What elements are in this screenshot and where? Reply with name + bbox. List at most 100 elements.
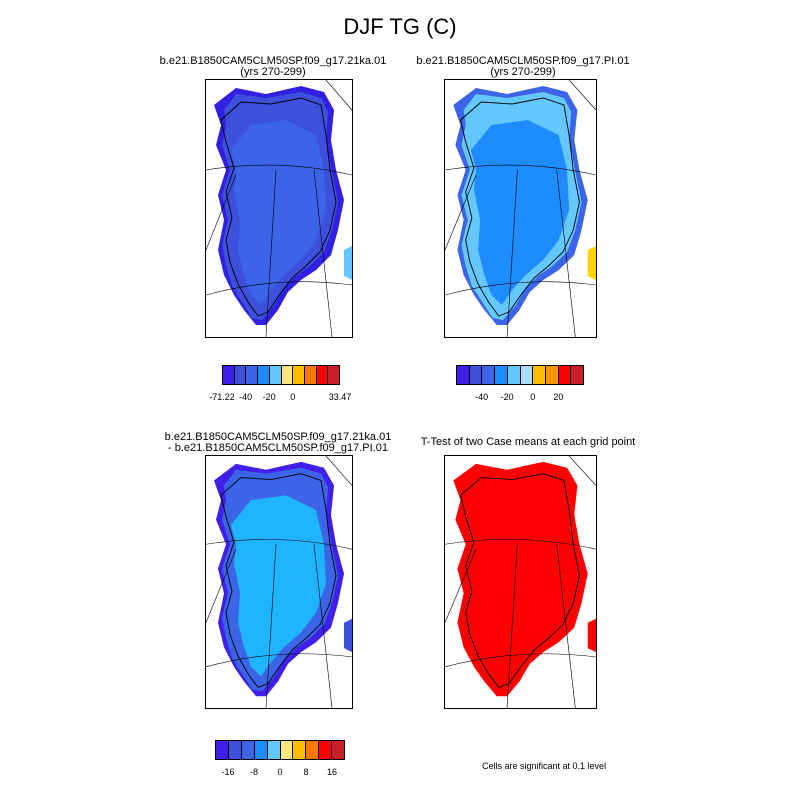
colorbar-swatch (281, 366, 294, 384)
latitude-line (206, 539, 352, 550)
colorbar-swatch (267, 741, 281, 759)
colorbar-tick-label: -71.22 (209, 392, 235, 402)
panel-4-title: T-Test of two Case means at each grid po… (420, 436, 636, 448)
colorbar-swatch (228, 741, 242, 759)
colorbar-swatch (258, 366, 270, 384)
colorbar-swatch (293, 366, 305, 384)
colorbar-tick-label: -8 (249, 767, 259, 777)
colorbar-swatch (469, 366, 483, 384)
summit-cells (491, 529, 557, 643)
longitude-line (445, 549, 477, 623)
latitude-line (445, 164, 596, 176)
colorbar-tick-label: 20 (553, 392, 564, 402)
greenland-map (206, 80, 352, 337)
colorbar-swatch (304, 366, 317, 384)
greenland-map (206, 456, 352, 708)
colorbar-swatch (319, 741, 333, 759)
coastline (459, 473, 580, 688)
longitude-line (568, 456, 596, 486)
colorbar-swatch (520, 366, 534, 384)
colorbar-tick-label: -40 (239, 392, 253, 402)
panel-2-colorbar-labels: -40 -20 0 20 (456, 392, 584, 404)
panel-2-title-line1: b.e21.B1850CAM5CLM50SP.f09_g17.PI.01 (416, 55, 630, 67)
colorbar-tick-label: 0 (277, 767, 283, 777)
colorbar-swatch (316, 366, 329, 384)
colorbar-swatch (246, 366, 259, 384)
summit-cells (251, 529, 314, 643)
latitude-line (445, 281, 596, 296)
colorbar-swatch (507, 366, 521, 384)
latitude-line (206, 281, 352, 296)
longitude-line (265, 169, 277, 337)
colorbar-swatch (533, 366, 546, 384)
colorbar-swatch (254, 741, 268, 759)
panel-2-colorbar (456, 365, 584, 385)
coastline (220, 97, 337, 317)
panel-2-map (444, 79, 597, 338)
latitude-line (445, 539, 596, 550)
greenland-map (445, 80, 596, 337)
longitude-line (313, 544, 333, 708)
coastline (459, 97, 580, 317)
longitude-line (556, 169, 576, 337)
east-island-cells (344, 246, 352, 280)
colorbar-swatch (234, 366, 247, 384)
colorbar-swatch (269, 366, 282, 384)
colorbar-swatch (495, 366, 508, 384)
summit-cells (491, 155, 557, 270)
colorbar-swatch (216, 741, 229, 759)
panel-2-title-line2: (yrs 270-299) (490, 66, 556, 78)
colorbar-swatch (545, 366, 559, 384)
colorbar-swatch (280, 741, 294, 759)
panel-3-title-line2: - b.e21.B1850CAM5CLM50SP.f09_g17.PI.01 (168, 442, 388, 454)
coastline (220, 473, 337, 688)
longitude-line (265, 544, 277, 708)
colorbar-tick-label: -16 (221, 767, 235, 777)
colorbar-swatch (293, 741, 307, 759)
longitude-line (206, 174, 237, 251)
land-group (445, 80, 596, 337)
longitude-line (556, 544, 576, 708)
colorbar-swatch (241, 741, 255, 759)
longitude-line (506, 169, 518, 337)
colorbar-tick-label: 33.47 (328, 392, 352, 402)
colorbar-swatch (223, 366, 235, 384)
colorbar-swatch (306, 741, 320, 759)
longitude-line (506, 544, 518, 708)
colorbar-swatch (482, 366, 496, 384)
panel-1-map (205, 79, 353, 338)
panel-3-colorbar-labels: -16 -8 0 8 16 (215, 767, 345, 779)
east-island-cells (587, 246, 596, 280)
colorbar-tick-label: 16 (326, 767, 338, 777)
colorbar-swatch (558, 366, 572, 384)
longitude-line (325, 80, 352, 111)
east-island-cells (344, 618, 352, 653)
significance-note: Cells are significant at 0.1 level (482, 761, 607, 771)
colorbar-tick-label: 0 (290, 392, 296, 402)
colorbar-tick-label: 8 (303, 767, 309, 777)
colorbar-tick-label: -20 (500, 392, 514, 402)
colorbar-swatch (571, 366, 584, 384)
panel-1-colorbar-labels: -71.22 -40 -20 0 33.47 (209, 392, 351, 404)
land-group (206, 80, 352, 337)
latitude-line (206, 164, 352, 176)
east-island-cells (587, 618, 596, 653)
colorbar-swatch (328, 366, 340, 384)
colorbar-tick-label: -20 (262, 392, 276, 402)
colorbar-tick-label: -40 (475, 392, 489, 402)
colorbar-tick-label: 0 (530, 392, 536, 402)
panel-3-colorbar (215, 740, 345, 760)
longitude-line (568, 80, 596, 111)
latitude-line (445, 653, 596, 668)
summit-cells (251, 155, 314, 270)
panel-1-colorbar (222, 365, 340, 385)
panel-3-map (205, 455, 353, 709)
land-group (206, 456, 352, 708)
panel-3-title-line1: b.e21.B1850CAM5CLM50SP.f09_g17.21ka.01 (164, 431, 392, 443)
greenland-map (445, 456, 596, 708)
figure-title: DJF TG (C) (343, 14, 457, 39)
longitude-line (206, 549, 237, 623)
land-group (445, 456, 596, 708)
panel-1-title-line1: b.e21.B1850CAM5CLM50SP.f09_g17.21ka.01 (159, 55, 387, 67)
longitude-line (445, 174, 477, 251)
